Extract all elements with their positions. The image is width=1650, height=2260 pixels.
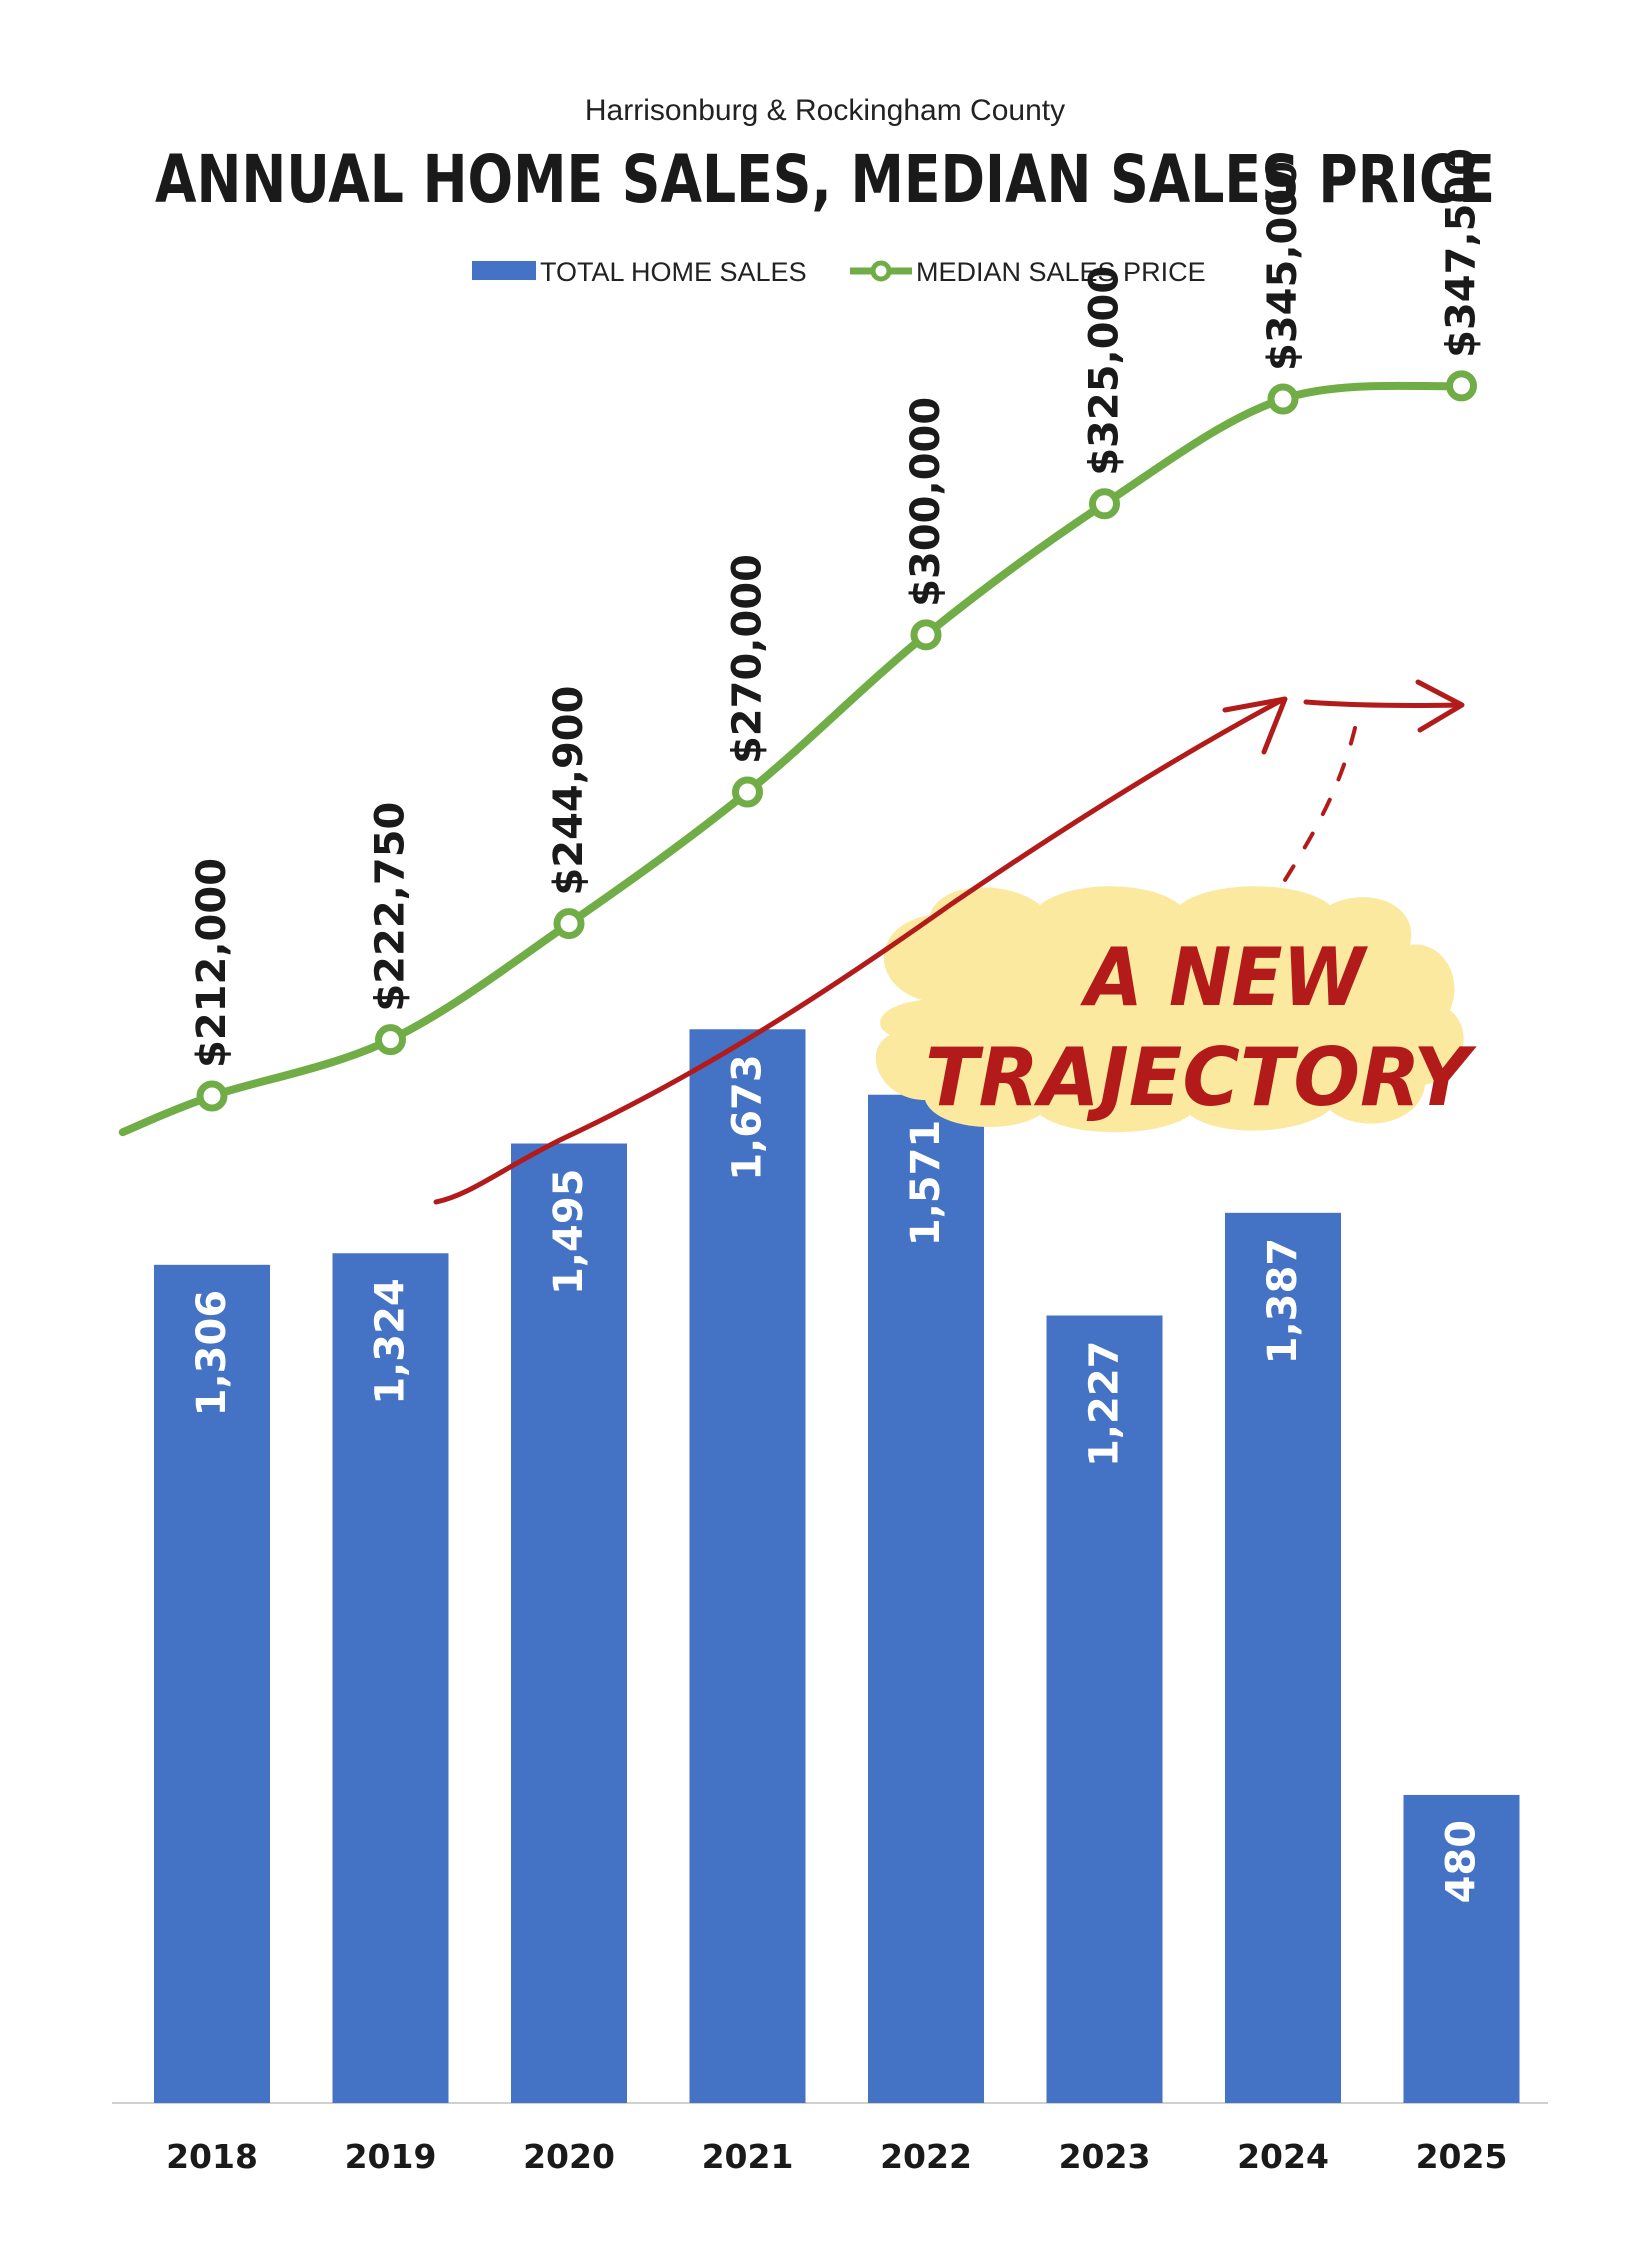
bar-label-2024: 1,387 bbox=[1260, 1238, 1306, 1365]
annotation-arrow-flat bbox=[1306, 702, 1460, 706]
bar-2021 bbox=[690, 1029, 806, 2103]
x-tick-2019: 2019 bbox=[345, 2137, 437, 2176]
price-label-2025: $347,500 bbox=[1439, 148, 1485, 358]
legend-swatch-bars bbox=[472, 261, 536, 280]
price-marker-2020 bbox=[557, 912, 581, 936]
price-marker-2025 bbox=[1450, 374, 1474, 398]
x-tick-2021: 2021 bbox=[702, 2137, 794, 2176]
price-marker-2019 bbox=[379, 1028, 403, 1052]
x-tick-2020: 2020 bbox=[523, 2137, 615, 2176]
price-marker-2024 bbox=[1271, 387, 1295, 411]
price-label-2023: $325,000 bbox=[1082, 266, 1128, 476]
bar-label-2022: 1,571 bbox=[903, 1120, 949, 1247]
chart-subtitle: Harrisonburg & Rockingham County bbox=[585, 94, 1065, 127]
bar-label-2023: 1,227 bbox=[1082, 1341, 1128, 1468]
price-label-2024: $345,000 bbox=[1260, 161, 1306, 371]
annotation-line2: TRAJECTORY bbox=[925, 1031, 1477, 1124]
bar-label-2018: 1,306 bbox=[189, 1290, 235, 1417]
price-label-2019: $222,750 bbox=[368, 802, 414, 1012]
legend-label-bars: TOTAL HOME SALES bbox=[540, 257, 807, 287]
bar-label-2021: 1,673 bbox=[725, 1054, 771, 1181]
price-label-2021: $270,000 bbox=[725, 554, 771, 764]
price-marker-2022 bbox=[914, 623, 938, 647]
bar-label-2025: 480 bbox=[1439, 1820, 1485, 1904]
x-tick-2018: 2018 bbox=[166, 2137, 258, 2176]
legend-label-line: MEDIAN SALES PRICE bbox=[916, 257, 1206, 287]
price-label-2020: $244,900 bbox=[546, 686, 592, 896]
price-marker-2023 bbox=[1093, 492, 1117, 516]
price-marker-2021 bbox=[736, 780, 760, 804]
bar-label-2020: 1,495 bbox=[546, 1169, 592, 1296]
x-tick-2022: 2022 bbox=[880, 2137, 972, 2176]
x-tick-2023: 2023 bbox=[1059, 2137, 1151, 2176]
legend-marker-line bbox=[873, 263, 889, 279]
price-label-2022: $300,000 bbox=[903, 397, 949, 607]
x-tick-2025: 2025 bbox=[1416, 2137, 1508, 2176]
annotation-dashed-pointer bbox=[1285, 728, 1355, 880]
price-marker-2018 bbox=[200, 1084, 224, 1108]
annotation-line1: A NEW bbox=[1079, 931, 1368, 1024]
price-label-2018: $212,000 bbox=[189, 858, 235, 1068]
x-tick-2024: 2024 bbox=[1237, 2137, 1329, 2176]
bar-label-2019: 1,324 bbox=[368, 1278, 414, 1405]
